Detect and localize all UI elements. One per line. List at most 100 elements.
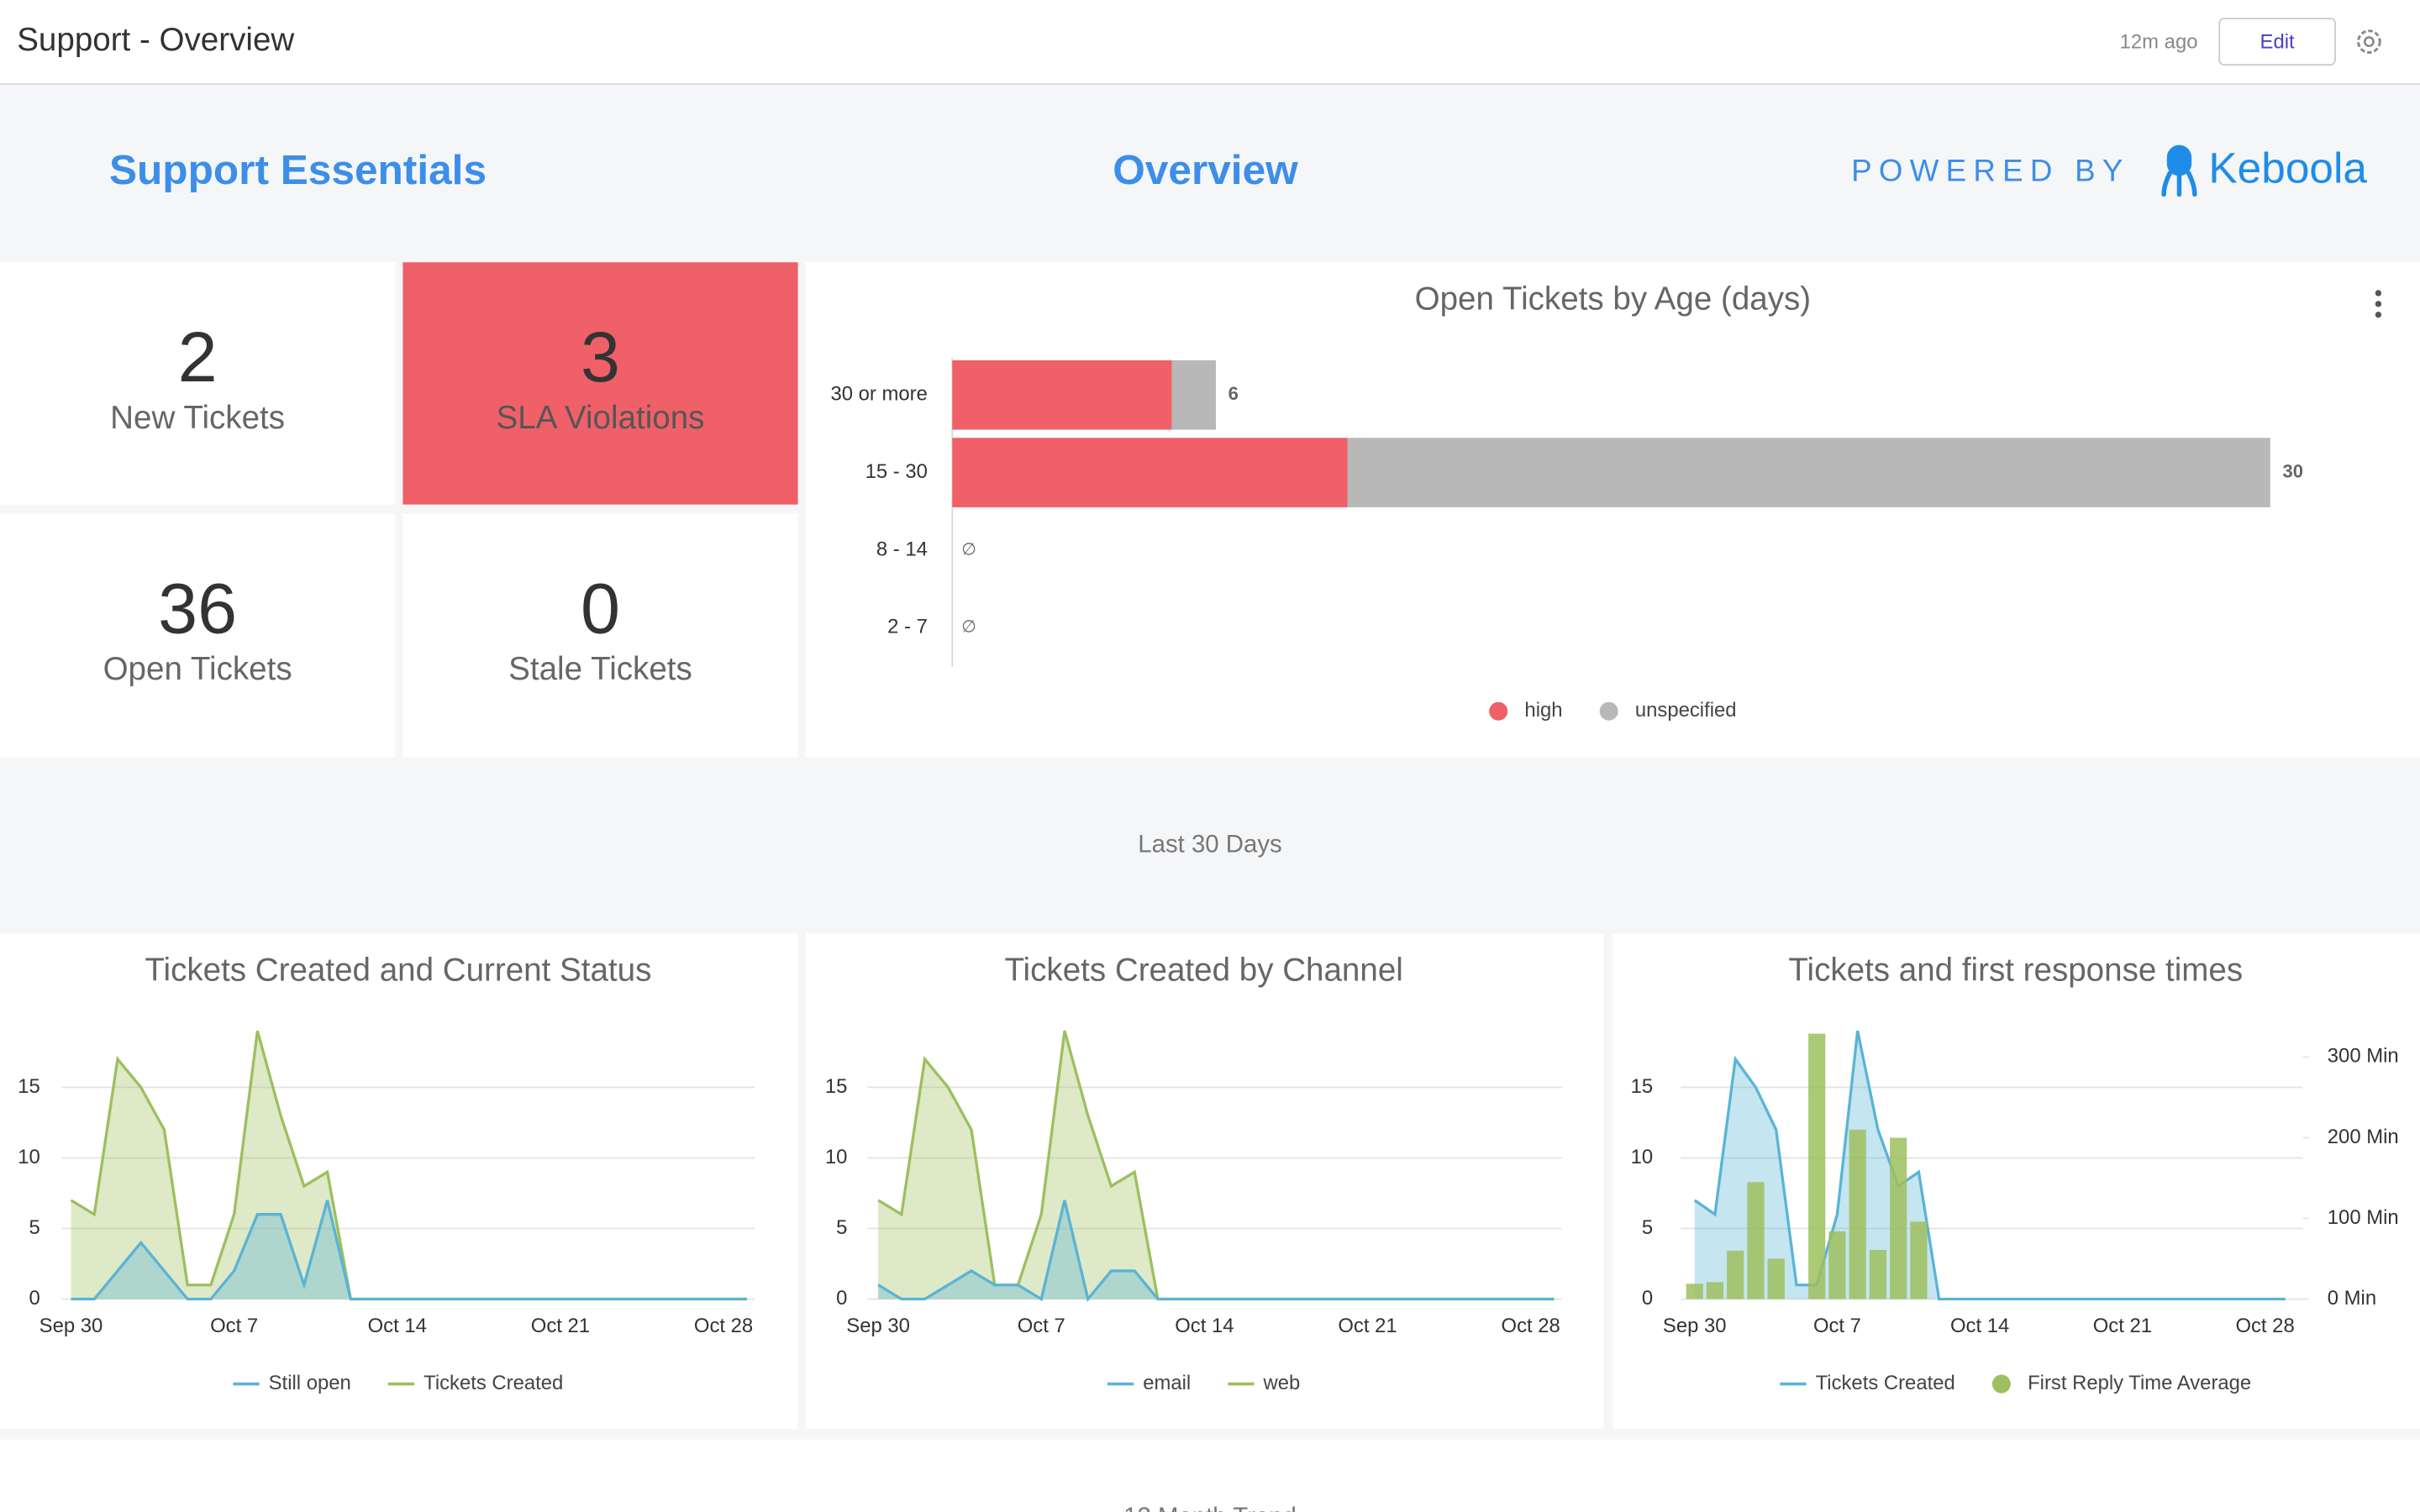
x-tick-label: Sep 30 (39, 1315, 103, 1337)
kpi-card-alert (402, 262, 798, 505)
kpi-label: Open Tickets (103, 651, 292, 687)
bar (1890, 1137, 1907, 1299)
category-label: 8 - 14 (876, 538, 928, 560)
kpi-label: SLA Violations (496, 400, 704, 436)
legend: email web (1107, 1372, 1300, 1394)
edit-button-label[interactable]: Edit (2260, 31, 2295, 54)
legend-label: unspecified (1635, 699, 1737, 722)
edit-button[interactable]: Edit (2218, 18, 2336, 66)
bar (1849, 1129, 1866, 1299)
banner-left: Support Essentials (109, 146, 487, 193)
bar (1706, 1282, 1724, 1299)
chart-card (805, 262, 2420, 758)
chart-title: Tickets and first response times (1788, 952, 2243, 988)
gear-inner[interactable] (2363, 36, 2375, 48)
logo-legs (2161, 170, 2197, 197)
y-tick-label: 10 (825, 1146, 848, 1168)
x-tick-label: Oct 21 (2093, 1315, 2152, 1337)
category-label: 30 or more (831, 383, 928, 406)
y-tick-label: 5 (1642, 1216, 1653, 1239)
legend: Still open Tickets Created (233, 1372, 563, 1394)
total-label: 30 (2283, 460, 2304, 481)
y2-tick-label: 200 Min (2328, 1126, 2399, 1148)
series-line (1693, 1030, 2286, 1301)
y-tick-label: 0 (29, 1287, 39, 1310)
legend-label: email (1143, 1372, 1191, 1394)
legend-label: high (1524, 699, 1562, 722)
chart-title: Tickets Created by Channel (1004, 952, 1402, 988)
x-tick-label: Oct 21 (1338, 1315, 1397, 1337)
chart-title: Tickets Created and Current Status (145, 952, 651, 988)
menu-dot[interactable] (2375, 290, 2382, 297)
x-tick-label: Oct 7 (1813, 1315, 1861, 1337)
edit-button-frame[interactable] (2218, 18, 2336, 66)
x-tick-label: Oct 28 (694, 1315, 753, 1337)
area-fill (71, 1200, 747, 1299)
x-tick-label: Sep 30 (1663, 1315, 1727, 1337)
kpi-label: New Tickets (110, 400, 285, 436)
bar (1747, 1182, 1765, 1299)
logo-head (2166, 144, 2192, 176)
y-tick-label: 15 (825, 1075, 848, 1098)
bar (1828, 1231, 1846, 1299)
gear-outer[interactable] (2357, 29, 2381, 54)
updated-time: 12m ago (2120, 31, 2198, 54)
bar (1686, 1284, 1703, 1299)
legend-marker (1489, 701, 1508, 721)
chart-card (1612, 933, 2420, 1429)
settings-icon[interactable] (2357, 29, 2381, 54)
menu-dot[interactable] (2375, 312, 2382, 318)
total-label: 6 (1228, 383, 1239, 404)
bar (1767, 1258, 1785, 1299)
bar-segment (952, 360, 1172, 430)
y2-tick-label: 100 Min (2328, 1206, 2399, 1229)
bar-segment (952, 438, 1348, 507)
category-label: 15 - 30 (865, 460, 928, 483)
total-label: ∅ (961, 618, 976, 637)
legend-label: Tickets Created (424, 1372, 563, 1394)
legend-label: Still open (269, 1372, 351, 1394)
kpi-value: 3 (581, 318, 620, 396)
x-tick-label: Oct 7 (1018, 1315, 1065, 1337)
kpi-value: 36 (158, 569, 237, 648)
x-tick-label: Oct 14 (368, 1315, 427, 1337)
kpi-card (402, 513, 798, 758)
chart-card (0, 933, 798, 1429)
bar-segment (1347, 438, 2270, 507)
y-tick-label: 10 (1631, 1146, 1654, 1168)
total-label: ∅ (961, 540, 976, 559)
powered-by: POWERED BY (1851, 153, 2130, 187)
y-tick-label: 10 (18, 1146, 40, 1168)
bar-segment (1171, 360, 1216, 430)
y-tick-label: 0 (1642, 1287, 1653, 1310)
brand-name: Keboola (2208, 143, 2367, 192)
series-line (877, 1200, 1555, 1303)
kpi-card (0, 513, 396, 758)
section-label: Last 30 Days (1138, 830, 1281, 858)
area-fill (878, 1031, 1555, 1299)
legend-label: First Reply Time Average (2028, 1372, 2251, 1394)
y-tick-label: 0 (836, 1287, 847, 1310)
chart-title: Open Tickets by Age (days) (1415, 281, 1812, 317)
area-fill (71, 1031, 747, 1299)
kpi-label: Stale Tickets (508, 651, 692, 687)
bar (1910, 1221, 1928, 1299)
kpi-card (0, 262, 396, 505)
chart-menu[interactable] (2375, 290, 2382, 318)
legend-marker (1991, 1374, 2011, 1394)
category-label: 2 - 7 (887, 616, 928, 638)
y-tick-label: 15 (18, 1075, 40, 1098)
menu-dot[interactable] (2375, 301, 2382, 307)
header-bar (0, 0, 2420, 84)
series-line (71, 1200, 747, 1301)
legend-label: Tickets Created (1816, 1372, 1955, 1394)
chart-card (805, 933, 1604, 1429)
kpi-value: 0 (581, 569, 620, 648)
y-tick-label: 15 (1631, 1075, 1654, 1098)
keboola-logo-icon (2161, 144, 2197, 197)
x-tick-label: Oct 28 (1502, 1315, 1560, 1337)
bar (1727, 1250, 1744, 1299)
y-tick-label: 5 (29, 1216, 39, 1239)
